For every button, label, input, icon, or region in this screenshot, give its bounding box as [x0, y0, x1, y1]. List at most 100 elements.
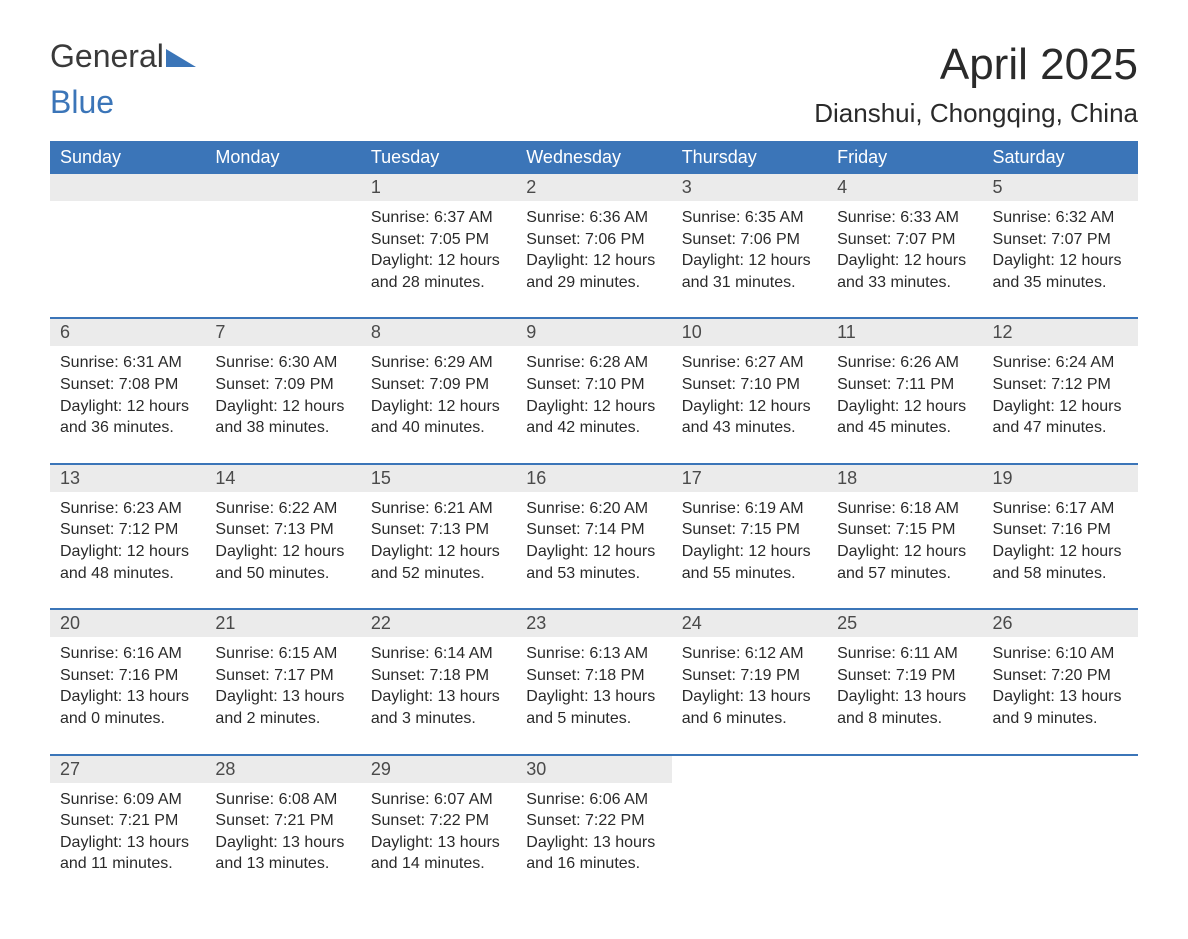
calendar-cell: 13Sunrise: 6:23 AMSunset: 7:12 PMDayligh…: [50, 464, 205, 609]
day-content: Sunrise: 6:36 AMSunset: 7:06 PMDaylight:…: [516, 201, 671, 317]
calendar-cell: 16Sunrise: 6:20 AMSunset: 7:14 PMDayligh…: [516, 464, 671, 609]
title-block: April 2025 Dianshui, Chongqing, China: [814, 40, 1138, 129]
day-content: [205, 201, 360, 311]
calendar-cell: 7Sunrise: 6:30 AMSunset: 7:09 PMDaylight…: [205, 318, 360, 463]
calendar-cell: 5Sunrise: 6:32 AMSunset: 7:07 PMDaylight…: [983, 174, 1138, 318]
calendar-table: Sunday Monday Tuesday Wednesday Thursday…: [50, 141, 1138, 899]
day-content: Sunrise: 6:27 AMSunset: 7:10 PMDaylight:…: [672, 346, 827, 462]
day-number: 30: [516, 756, 671, 783]
calendar-cell: 27Sunrise: 6:09 AMSunset: 7:21 PMDayligh…: [50, 755, 205, 899]
calendar-cell: [983, 755, 1138, 899]
day-number: 2: [516, 174, 671, 201]
day-content: Sunrise: 6:07 AMSunset: 7:22 PMDaylight:…: [361, 783, 516, 899]
calendar-cell: 17Sunrise: 6:19 AMSunset: 7:15 PMDayligh…: [672, 464, 827, 609]
calendar-cell: 29Sunrise: 6:07 AMSunset: 7:22 PMDayligh…: [361, 755, 516, 899]
calendar-cell: 3Sunrise: 6:35 AMSunset: 7:06 PMDaylight…: [672, 174, 827, 318]
calendar-cell: 20Sunrise: 6:16 AMSunset: 7:16 PMDayligh…: [50, 609, 205, 754]
calendar-cell: 30Sunrise: 6:06 AMSunset: 7:22 PMDayligh…: [516, 755, 671, 899]
day-number: 23: [516, 610, 671, 637]
calendar-cell: [205, 174, 360, 318]
day-content: Sunrise: 6:31 AMSunset: 7:08 PMDaylight:…: [50, 346, 205, 462]
calendar-week-row: 1Sunrise: 6:37 AMSunset: 7:05 PMDaylight…: [50, 174, 1138, 318]
day-number: 22: [361, 610, 516, 637]
header: General Blue April 2025 Dianshui, Chongq…: [50, 40, 1138, 129]
day-content: Sunrise: 6:33 AMSunset: 7:07 PMDaylight:…: [827, 201, 982, 317]
col-thursday: Thursday: [672, 141, 827, 174]
day-number: 6: [50, 319, 205, 346]
day-content: Sunrise: 6:35 AMSunset: 7:06 PMDaylight:…: [672, 201, 827, 317]
col-monday: Monday: [205, 141, 360, 174]
calendar-cell: 24Sunrise: 6:12 AMSunset: 7:19 PMDayligh…: [672, 609, 827, 754]
day-content: Sunrise: 6:32 AMSunset: 7:07 PMDaylight:…: [983, 201, 1138, 317]
col-sunday: Sunday: [50, 141, 205, 174]
day-number: 5: [983, 174, 1138, 201]
calendar-cell: 14Sunrise: 6:22 AMSunset: 7:13 PMDayligh…: [205, 464, 360, 609]
logo-triangle-icon: [166, 49, 196, 72]
col-tuesday: Tuesday: [361, 141, 516, 174]
day-number: 19: [983, 465, 1138, 492]
day-number: 21: [205, 610, 360, 637]
day-number: 27: [50, 756, 205, 783]
day-content: Sunrise: 6:12 AMSunset: 7:19 PMDaylight:…: [672, 637, 827, 753]
day-content: Sunrise: 6:15 AMSunset: 7:17 PMDaylight:…: [205, 637, 360, 753]
calendar-week-row: 27Sunrise: 6:09 AMSunset: 7:21 PMDayligh…: [50, 755, 1138, 899]
calendar-cell: 8Sunrise: 6:29 AMSunset: 7:09 PMDaylight…: [361, 318, 516, 463]
day-number: 18: [827, 465, 982, 492]
day-number: 17: [672, 465, 827, 492]
calendar-cell: 9Sunrise: 6:28 AMSunset: 7:10 PMDaylight…: [516, 318, 671, 463]
day-number: 20: [50, 610, 205, 637]
day-number: [205, 174, 360, 201]
col-wednesday: Wednesday: [516, 141, 671, 174]
day-number: 13: [50, 465, 205, 492]
day-content: Sunrise: 6:26 AMSunset: 7:11 PMDaylight:…: [827, 346, 982, 462]
col-friday: Friday: [827, 141, 982, 174]
calendar-cell: [50, 174, 205, 318]
day-content: Sunrise: 6:24 AMSunset: 7:12 PMDaylight:…: [983, 346, 1138, 462]
calendar-cell: 23Sunrise: 6:13 AMSunset: 7:18 PMDayligh…: [516, 609, 671, 754]
day-content: Sunrise: 6:29 AMSunset: 7:09 PMDaylight:…: [361, 346, 516, 462]
location-subtitle: Dianshui, Chongqing, China: [814, 98, 1138, 129]
day-content: [50, 201, 205, 311]
col-saturday: Saturday: [983, 141, 1138, 174]
calendar-cell: 21Sunrise: 6:15 AMSunset: 7:17 PMDayligh…: [205, 609, 360, 754]
day-content: Sunrise: 6:09 AMSunset: 7:21 PMDaylight:…: [50, 783, 205, 899]
day-number: 9: [516, 319, 671, 346]
day-content: Sunrise: 6:28 AMSunset: 7:10 PMDaylight:…: [516, 346, 671, 462]
calendar-cell: 10Sunrise: 6:27 AMSunset: 7:10 PMDayligh…: [672, 318, 827, 463]
calendar-week-row: 13Sunrise: 6:23 AMSunset: 7:12 PMDayligh…: [50, 464, 1138, 609]
day-content: Sunrise: 6:19 AMSunset: 7:15 PMDaylight:…: [672, 492, 827, 608]
logo-text-blue: Blue: [50, 84, 114, 120]
day-number: 25: [827, 610, 982, 637]
day-number: 14: [205, 465, 360, 492]
day-content: Sunrise: 6:18 AMSunset: 7:15 PMDaylight:…: [827, 492, 982, 608]
calendar-week-row: 6Sunrise: 6:31 AMSunset: 7:08 PMDaylight…: [50, 318, 1138, 463]
day-content: Sunrise: 6:06 AMSunset: 7:22 PMDaylight:…: [516, 783, 671, 899]
day-content: Sunrise: 6:30 AMSunset: 7:09 PMDaylight:…: [205, 346, 360, 462]
day-content: Sunrise: 6:16 AMSunset: 7:16 PMDaylight:…: [50, 637, 205, 753]
day-content: Sunrise: 6:13 AMSunset: 7:18 PMDaylight:…: [516, 637, 671, 753]
day-number: 4: [827, 174, 982, 201]
day-content: Sunrise: 6:21 AMSunset: 7:13 PMDaylight:…: [361, 492, 516, 608]
calendar-cell: 18Sunrise: 6:18 AMSunset: 7:15 PMDayligh…: [827, 464, 982, 609]
calendar-cell: 15Sunrise: 6:21 AMSunset: 7:13 PMDayligh…: [361, 464, 516, 609]
calendar-cell: 11Sunrise: 6:26 AMSunset: 7:11 PMDayligh…: [827, 318, 982, 463]
calendar-cell: 28Sunrise: 6:08 AMSunset: 7:21 PMDayligh…: [205, 755, 360, 899]
day-number: 29: [361, 756, 516, 783]
calendar-cell: 25Sunrise: 6:11 AMSunset: 7:19 PMDayligh…: [827, 609, 982, 754]
logo-text-general: General: [50, 38, 164, 74]
day-number: 7: [205, 319, 360, 346]
day-content: [983, 756, 1138, 866]
day-content: Sunrise: 6:20 AMSunset: 7:14 PMDaylight:…: [516, 492, 671, 608]
day-number: 8: [361, 319, 516, 346]
day-number: [50, 174, 205, 201]
day-content: Sunrise: 6:14 AMSunset: 7:18 PMDaylight:…: [361, 637, 516, 753]
day-number: 24: [672, 610, 827, 637]
day-number: 1: [361, 174, 516, 201]
day-number: 3: [672, 174, 827, 201]
calendar-body: 1Sunrise: 6:37 AMSunset: 7:05 PMDaylight…: [50, 174, 1138, 899]
calendar-cell: 12Sunrise: 6:24 AMSunset: 7:12 PMDayligh…: [983, 318, 1138, 463]
day-number: 15: [361, 465, 516, 492]
page-title: April 2025: [814, 40, 1138, 90]
day-number: 26: [983, 610, 1138, 637]
day-number: 11: [827, 319, 982, 346]
